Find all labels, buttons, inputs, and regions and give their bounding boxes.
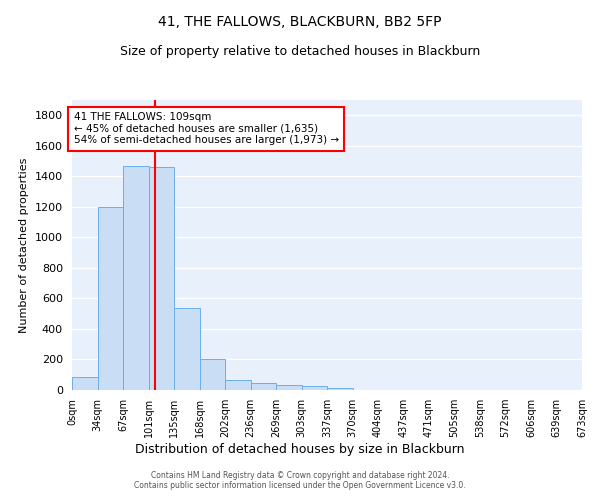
Text: 41 THE FALLOWS: 109sqm
← 45% of detached houses are smaller (1,635)
54% of semi-: 41 THE FALLOWS: 109sqm ← 45% of detached… [74, 112, 338, 146]
Bar [225, 380, 251, 390]
Bar [174, 308, 200, 390]
Bar [302, 386, 327, 390]
Y-axis label: Number of detached properties: Number of detached properties [19, 158, 29, 332]
Bar [97, 207, 123, 390]
Bar [276, 386, 302, 390]
Text: Distribution of detached houses by size in Blackburn: Distribution of detached houses by size … [135, 442, 465, 456]
Text: Size of property relative to detached houses in Blackburn: Size of property relative to detached ho… [120, 45, 480, 58]
Bar [123, 166, 149, 390]
Bar [199, 358, 225, 390]
Bar [149, 167, 174, 390]
Bar [72, 376, 97, 390]
Bar [327, 388, 353, 390]
Bar [251, 383, 276, 390]
Text: 41, THE FALLOWS, BLACKBURN, BB2 5FP: 41, THE FALLOWS, BLACKBURN, BB2 5FP [158, 15, 442, 29]
Text: Contains HM Land Registry data © Crown copyright and database right 2024.
Contai: Contains HM Land Registry data © Crown c… [134, 470, 466, 490]
